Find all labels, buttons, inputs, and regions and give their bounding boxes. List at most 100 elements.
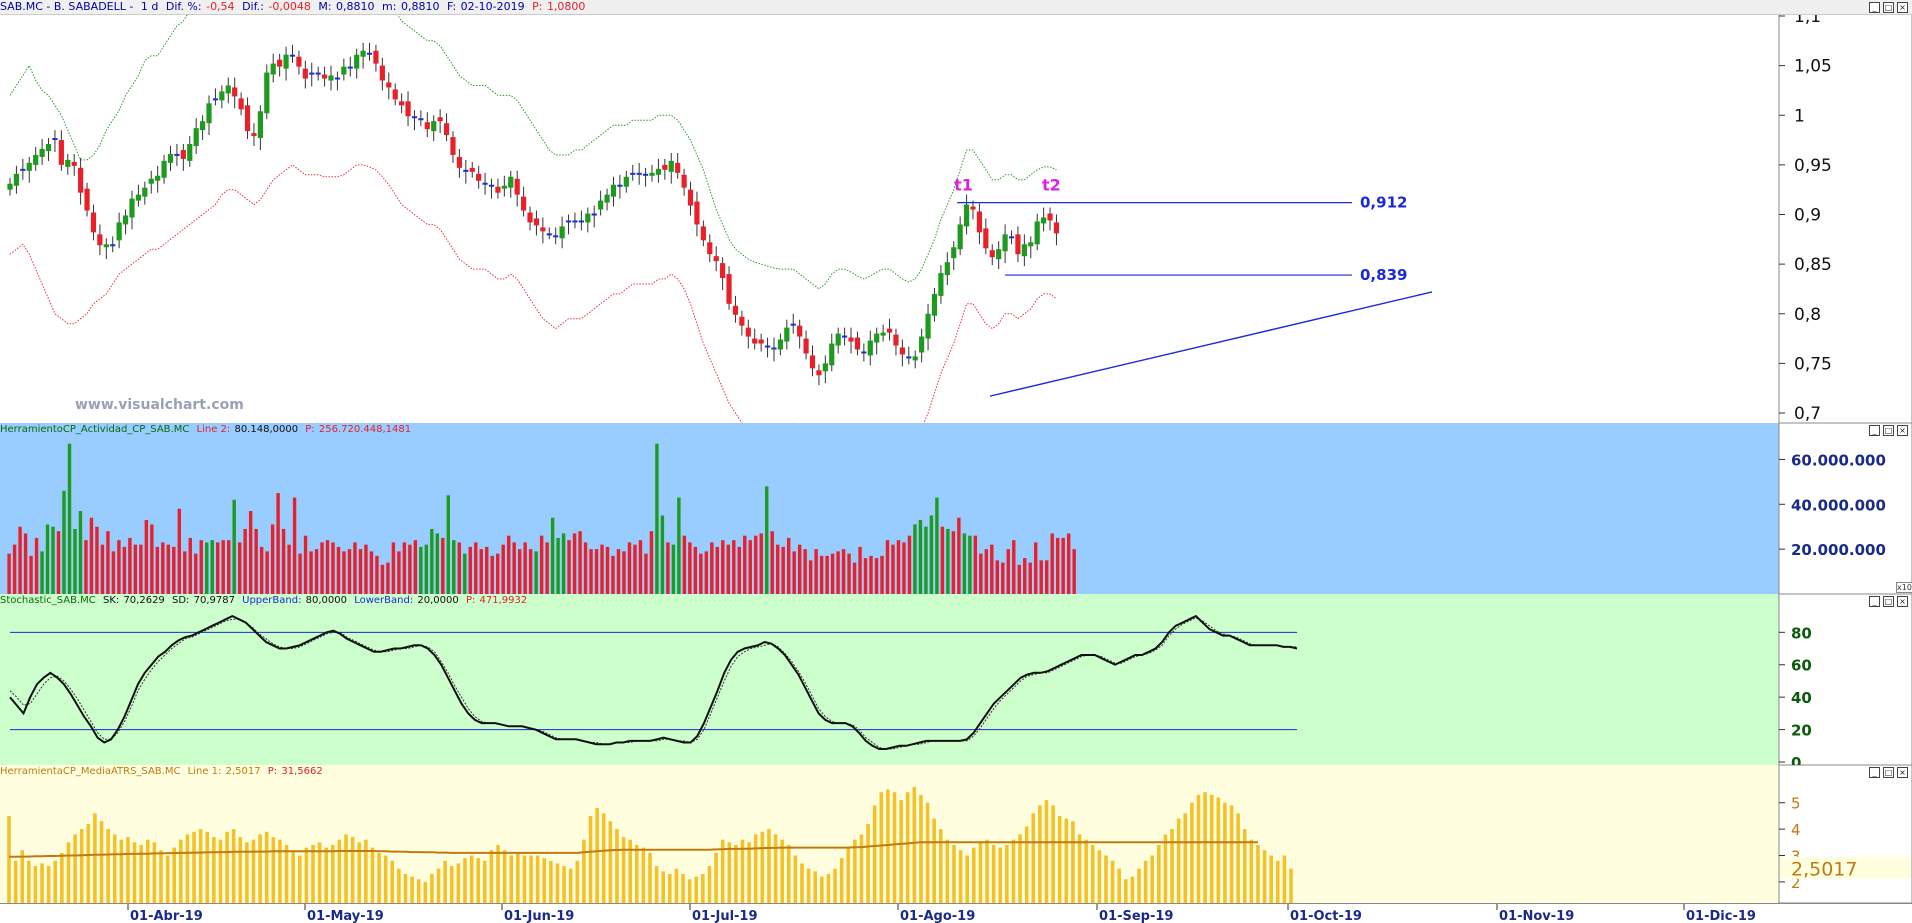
volume-bar xyxy=(517,549,522,594)
volume-bar xyxy=(441,537,445,594)
candle-body xyxy=(835,333,841,346)
volume-bar xyxy=(468,546,472,594)
atr-bar xyxy=(674,868,679,903)
volume-pane[interactable]: 20.000.000 40.000.000 60.000.000 Herramien… xyxy=(0,423,1912,594)
volume-bar xyxy=(144,519,149,594)
dif-value: -0,0048 xyxy=(268,0,311,13)
atr-pane[interactable]: 2 3 4 5 2,5017 HerramientaCP_MediaATRS_SAB.M… xyxy=(0,765,1912,903)
volume-bar xyxy=(23,533,28,594)
candle-body xyxy=(187,144,193,161)
candle-body xyxy=(720,263,726,279)
close-icon[interactable]: × xyxy=(1897,1,1908,13)
candle-body xyxy=(822,363,828,372)
stochastic-pane[interactable]: 0 20 40 60 80 Stochastic_SAB.MC SK: 70,2629 … xyxy=(0,594,1912,765)
price-pane[interactable]: 0,912 0,839 t1 t2 0,7 0,75 0,8 0,85 0,9 0,95 1 1,05… xyxy=(0,0,1912,423)
max-label: M: xyxy=(318,0,332,13)
volume-bar xyxy=(298,553,302,594)
candle-body xyxy=(399,101,405,106)
min-label: m: xyxy=(382,0,397,13)
candle-body xyxy=(546,233,552,236)
volume-bar xyxy=(391,542,396,594)
maximize-icon[interactable]: □ xyxy=(1883,1,1894,13)
atr-bar xyxy=(1064,818,1069,903)
candle-body xyxy=(476,173,482,181)
atr-y-tick-label: 2 xyxy=(1791,874,1801,892)
volume-bar xyxy=(435,533,440,594)
price-y-tick-label: 0,95 xyxy=(1794,156,1832,176)
volume-bar xyxy=(188,537,192,594)
volume-bar xyxy=(880,555,884,594)
candle-body xyxy=(642,173,649,176)
atr-chart[interactable]: 2 3 4 5 2,5017 xyxy=(0,765,1912,903)
volume-bar xyxy=(331,542,335,594)
candle-body xyxy=(527,212,533,223)
volume-bar xyxy=(183,551,187,594)
atr-bar xyxy=(555,863,560,903)
atr-bar xyxy=(430,873,434,903)
volume-bar xyxy=(545,542,549,594)
atr-bar xyxy=(945,839,950,903)
stoch-p-value: 471,9932 xyxy=(479,595,528,606)
atr-bar xyxy=(496,844,500,903)
close-icon[interactable]: × xyxy=(1897,766,1908,778)
atr-bar xyxy=(449,866,454,903)
atr-legend-value-1: 2,5017 xyxy=(225,766,261,777)
atr-bar xyxy=(938,829,943,903)
volume-bar xyxy=(232,499,236,594)
candle-body xyxy=(976,211,983,233)
stochastic-chart[interactable]: 0 20 40 60 80 xyxy=(0,594,1912,765)
maximize-icon[interactable]: □ xyxy=(1883,595,1894,607)
volume-bar xyxy=(814,549,818,594)
candle-body xyxy=(97,234,103,246)
candle-body xyxy=(578,220,584,223)
minimize-icon[interactable]: _ xyxy=(1869,595,1880,607)
candle-body xyxy=(148,178,154,184)
maximize-icon[interactable]: □ xyxy=(1883,766,1894,778)
volume-bar xyxy=(78,511,83,594)
atr-bar xyxy=(965,855,969,903)
volume-bar xyxy=(781,546,785,594)
candle-body xyxy=(212,98,219,101)
volume-bar xyxy=(995,560,999,594)
candle-body xyxy=(508,176,514,188)
minimize-icon[interactable]: _ xyxy=(1869,1,1880,13)
candle-body xyxy=(328,75,334,81)
minimize-icon[interactable]: _ xyxy=(1869,424,1880,436)
atr-bar xyxy=(112,834,117,903)
volume-bar xyxy=(276,493,280,594)
volume-bar xyxy=(150,524,154,594)
volume-bar xyxy=(660,515,665,594)
candle-body xyxy=(200,121,206,131)
volume-bar xyxy=(254,528,258,594)
candle-body xyxy=(482,182,488,185)
price-chart[interactable]: 0,912 0,839 t1 t2 0,7 0,75 0,8 0,85 0,9 0,95 1 1,05… xyxy=(0,0,1912,423)
upperband-label: UpperBand: xyxy=(242,595,302,606)
volume-bar xyxy=(227,540,231,594)
atr-bar xyxy=(218,839,223,903)
candle-body xyxy=(277,59,283,67)
candle-body xyxy=(296,56,302,67)
atr-bar xyxy=(1256,844,1260,903)
volume-bar xyxy=(84,540,88,594)
atr-bar xyxy=(264,831,269,903)
minimize-icon[interactable]: _ xyxy=(1869,766,1880,778)
atr-bar xyxy=(634,844,639,903)
candle-body xyxy=(983,228,989,249)
volume-bar xyxy=(600,544,604,594)
volume-bar xyxy=(369,551,374,594)
candle-body xyxy=(790,323,796,326)
volume-bar xyxy=(320,542,324,594)
atr-bar xyxy=(654,866,659,903)
price-y-tick-label: 0,8 xyxy=(1794,305,1821,325)
atr-bar xyxy=(86,823,91,903)
atr-bar xyxy=(859,834,864,903)
volume-chart[interactable]: 20.000.000 40.000.000 60.000.000 xyxy=(0,423,1912,594)
volume-bar xyxy=(957,517,961,594)
atr-bar xyxy=(549,860,553,903)
close-icon[interactable]: × xyxy=(1897,595,1908,607)
atr-bar xyxy=(192,831,196,903)
maximize-icon[interactable]: □ xyxy=(1883,424,1894,436)
dif-pct-label: Dif. %: xyxy=(165,0,202,13)
volume-bar xyxy=(770,531,774,594)
close-icon[interactable]: × xyxy=(1897,424,1908,436)
